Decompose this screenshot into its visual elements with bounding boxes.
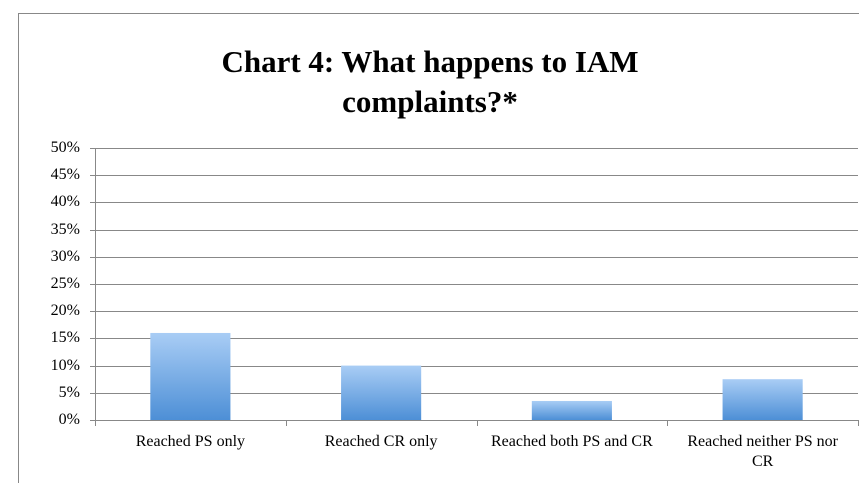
bar bbox=[341, 365, 422, 420]
y-tick-label: 30% bbox=[51, 248, 80, 265]
bar bbox=[531, 400, 612, 420]
y-tick-label: 20% bbox=[51, 302, 80, 319]
y-tick-label: 35% bbox=[51, 221, 80, 238]
bar bbox=[150, 332, 231, 420]
y-tick-label: 10% bbox=[51, 357, 80, 374]
y-tick-label: 15% bbox=[51, 329, 80, 346]
y-tick-label: 25% bbox=[51, 275, 80, 292]
chart-border bbox=[18, 13, 859, 483]
x-tick-label: Reached neither PS nor CR bbox=[687, 433, 838, 470]
x-tick-label: Reached CR only bbox=[324, 433, 438, 450]
x-tick-label: Reached PS only bbox=[135, 433, 246, 450]
y-tick-label: 50% bbox=[51, 139, 80, 156]
y-tick-label: 0% bbox=[59, 411, 80, 428]
chart-title: Chart 4: What happens to IAM complaints?… bbox=[221, 44, 639, 119]
y-tick-label: 5% bbox=[59, 384, 80, 401]
bar bbox=[722, 379, 803, 420]
x-tick-label: Reached both PS and CR bbox=[490, 433, 653, 450]
y-tick-label: 40% bbox=[51, 193, 80, 210]
y-tick-label: 45% bbox=[51, 166, 80, 183]
